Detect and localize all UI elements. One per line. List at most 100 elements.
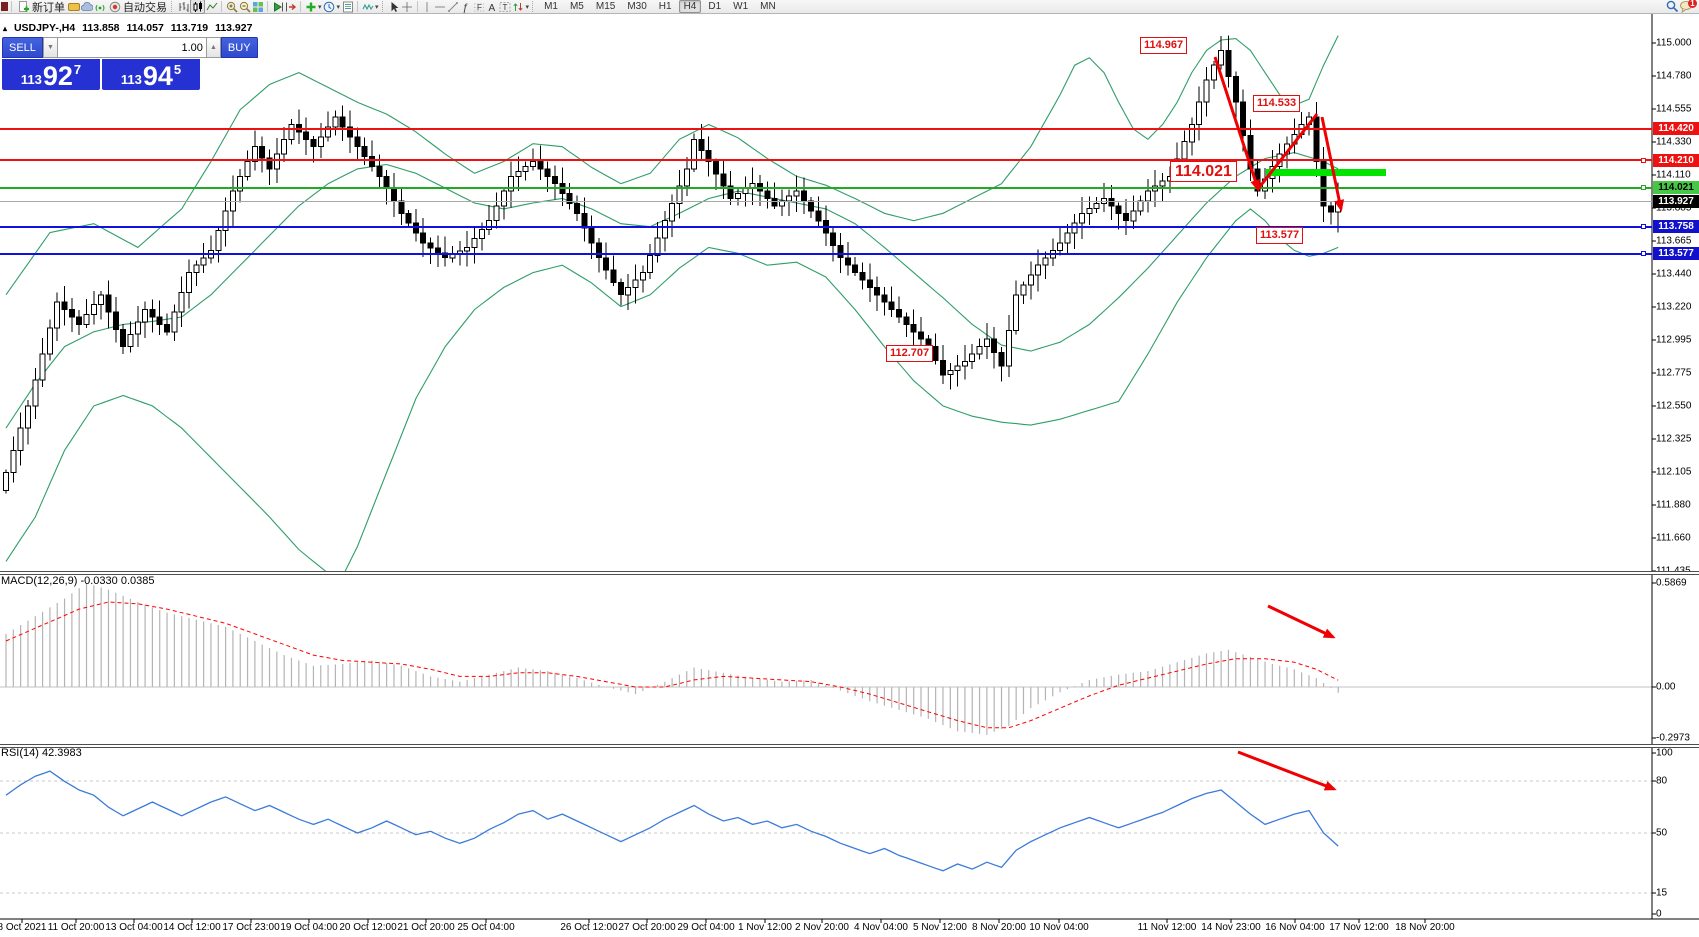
buy-button[interactable]: BUY bbox=[220, 37, 258, 58]
timeframe-m1[interactable]: M1 bbox=[539, 0, 563, 13]
hline-handle-114.210[interactable] bbox=[1641, 157, 1646, 163]
cloud-icon[interactable] bbox=[80, 0, 93, 13]
chart-type-icon[interactable] bbox=[361, 0, 374, 13]
hline-113.577[interactable] bbox=[0, 252, 1652, 255]
period-caret-icon[interactable]: ▾ bbox=[336, 3, 341, 11]
bar-chart-icon[interactable] bbox=[177, 0, 190, 13]
bollinger-bands bbox=[5, 35, 1339, 571]
history-center-icon[interactable] bbox=[67, 0, 80, 13]
svg-text:F: F bbox=[477, 3, 482, 12]
chart-type-caret-icon[interactable]: ▾ bbox=[375, 3, 379, 11]
candles bbox=[3, 35, 1342, 494]
rsi-panel-separator[interactable] bbox=[0, 744, 1699, 748]
sell-button[interactable]: SELL bbox=[2, 37, 43, 58]
chart-corner-icon: ▴ bbox=[3, 24, 8, 33]
ohlc-info-line: ▴ USDJPY-,H4 113.858 114.057 113.719 113… bbox=[3, 22, 256, 34]
timeframe-h1[interactable]: H1 bbox=[654, 0, 677, 13]
arrows-caret-icon[interactable]: ▾ bbox=[525, 3, 530, 11]
one-click-trading-panel: SELL ▼ ▲ BUY 113 92 7 113 94 5 bbox=[2, 37, 258, 90]
volume-input[interactable] bbox=[57, 37, 206, 58]
main-toolbar: 新订单 自动交易 ▾ ▾ ▾ bbox=[0, 0, 1699, 14]
autotrade-icon bbox=[108, 0, 121, 13]
timeframe-d1[interactable]: D1 bbox=[703, 0, 726, 13]
zoom-in-icon[interactable] bbox=[225, 0, 238, 13]
symbol-label: USDJPY-,H4 bbox=[13, 22, 76, 34]
rsi-indicator-label: RSI(14) 42.3983 bbox=[1, 747, 82, 759]
vertical-line-tool-icon[interactable] bbox=[421, 0, 434, 13]
hline-handle-114.021[interactable] bbox=[1641, 185, 1646, 191]
line-chart-icon[interactable] bbox=[205, 0, 218, 13]
timeframe-h4[interactable]: H4 bbox=[678, 0, 702, 13]
chat-icon[interactable]: 1 bbox=[1679, 0, 1697, 14]
toolbar-separator bbox=[357, 1, 359, 12]
horizontal-line-tool-icon[interactable] bbox=[434, 0, 447, 13]
fibonacci-tool-icon[interactable]: F bbox=[473, 0, 486, 13]
entry-highlight-segment[interactable] bbox=[1266, 169, 1386, 177]
price-callout-112.707[interactable]: 112.707 bbox=[886, 345, 934, 362]
equidistant-channel-icon[interactable]: ƒ bbox=[460, 0, 473, 13]
hline-113.758[interactable] bbox=[0, 225, 1652, 228]
zoom-out-icon[interactable] bbox=[238, 0, 251, 13]
auto-scroll-icon[interactable] bbox=[271, 0, 284, 13]
buy-price-big: 94 bbox=[142, 61, 173, 92]
period-clock-icon[interactable] bbox=[323, 0, 336, 13]
hline-handle-113.758[interactable] bbox=[1641, 224, 1646, 230]
sell-price-display[interactable]: 113 92 7 bbox=[2, 59, 100, 90]
arrows-tool-icon[interactable] bbox=[512, 0, 525, 13]
axes bbox=[0, 14, 1699, 923]
autotrade-button[interactable]: 自动交易 bbox=[106, 0, 169, 14]
hline-113.927[interactable] bbox=[0, 201, 1652, 203]
text-label-tool-icon[interactable]: T bbox=[499, 0, 512, 13]
text-tool-icon[interactable]: A bbox=[486, 0, 499, 13]
toolbar-separator bbox=[267, 1, 268, 12]
template-icon[interactable] bbox=[341, 0, 354, 13]
toolbar-separator bbox=[300, 1, 301, 12]
candle-chart-icon[interactable] bbox=[190, 0, 205, 14]
svg-text:A: A bbox=[489, 3, 496, 13]
new-order-button[interactable]: 新订单 bbox=[15, 0, 67, 14]
volume-control: ▼ ▲ bbox=[42, 37, 221, 58]
ohlc-open: 113.858 bbox=[82, 22, 120, 34]
svg-text:ƒ: ƒ bbox=[462, 2, 468, 13]
search-icon[interactable] bbox=[1666, 0, 1679, 13]
autotrade-label: 自动交易 bbox=[123, 1, 167, 14]
volume-decrement-button[interactable]: ▼ bbox=[42, 37, 58, 58]
toolbar-separator bbox=[416, 1, 418, 12]
price-callout-114.967[interactable]: 114.967 bbox=[1140, 37, 1188, 54]
price-callout-113.577[interactable]: 113.577 bbox=[1256, 227, 1304, 244]
chart-shift-icon[interactable] bbox=[284, 0, 297, 13]
timeframe-w1[interactable]: W1 bbox=[728, 0, 753, 13]
toolbar-grip bbox=[381, 1, 386, 12]
timeframe-m15[interactable]: M15 bbox=[591, 0, 620, 13]
ohlc-low: 113.719 bbox=[170, 22, 209, 34]
crosshair-icon[interactable] bbox=[401, 0, 414, 13]
buy-price-display[interactable]: 113 94 5 bbox=[102, 59, 200, 90]
chat-badge: 1 bbox=[1688, 0, 1697, 8]
price-callout-114.021[interactable]: 114.021 bbox=[1170, 161, 1237, 182]
macd-panel bbox=[0, 583, 1652, 735]
hline-handle-113.577[interactable] bbox=[1641, 251, 1646, 257]
toolbar-separator bbox=[221, 1, 222, 12]
macd-indicator-label: MACD(12,26,9) -0.0330 0.0385 bbox=[1, 575, 155, 587]
toolbar-right-group: 1 bbox=[1666, 0, 1697, 14]
tile-windows-icon[interactable] bbox=[251, 0, 264, 13]
trendline-tool-icon[interactable] bbox=[447, 0, 460, 13]
hline-114.420[interactable] bbox=[0, 127, 1652, 130]
timeframe-m30[interactable]: M30 bbox=[622, 0, 651, 13]
buy-price-sup: 5 bbox=[173, 62, 182, 77]
price-callout-114.533[interactable]: 114.533 bbox=[1253, 95, 1301, 112]
macd-panel-separator[interactable] bbox=[0, 571, 1699, 575]
indicators-caret-icon[interactable]: ▾ bbox=[318, 3, 322, 11]
cursor-icon[interactable] bbox=[388, 0, 401, 13]
timeframe-mn[interactable]: MN bbox=[755, 0, 781, 13]
timeframe-m5[interactable]: M5 bbox=[565, 0, 589, 13]
toolbar-grip bbox=[532, 1, 536, 12]
hline-114.210[interactable] bbox=[0, 159, 1652, 161]
volume-increment-button[interactable]: ▲ bbox=[205, 37, 221, 58]
hline-114.021[interactable] bbox=[0, 186, 1652, 189]
signal-icon[interactable] bbox=[93, 0, 106, 13]
svg-text:T: T bbox=[503, 3, 508, 12]
sell-price-prefix: 113 bbox=[20, 72, 42, 87]
indicators-add-icon[interactable] bbox=[304, 0, 317, 13]
